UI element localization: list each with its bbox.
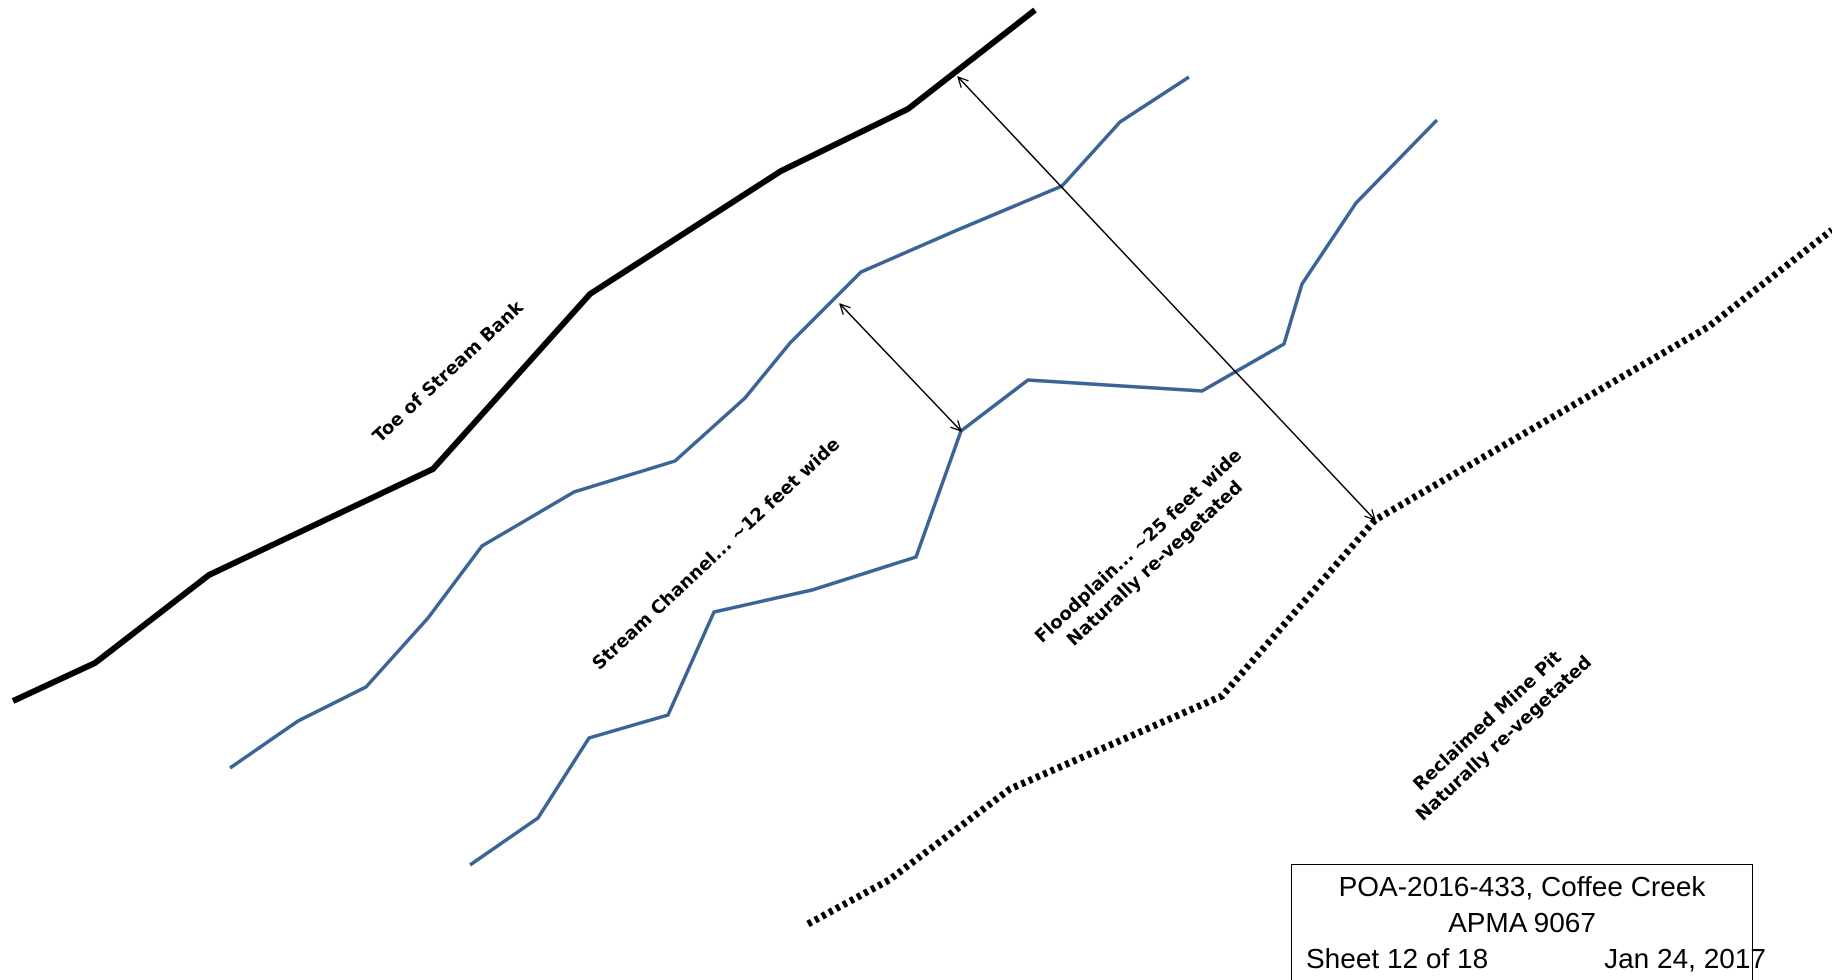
sheet-date: Jan 24, 2017 — [1604, 943, 1766, 974]
toe-of-stream-bank-line — [11, 7, 1037, 704]
mine-pit-label-line1: Reclaimed Mine Pit — [1409, 647, 1566, 795]
title-block: POA-2016-433, Coffee Creek APMA 9067 She… — [1291, 864, 1766, 980]
floodplain-width-arrow — [958, 77, 1375, 520]
mine-pit-label-line2: Naturally re-vegetated — [1412, 652, 1596, 826]
sheet-number: Sheet 12 of 18 — [1306, 943, 1489, 974]
stream-channel-left-edge — [229, 75, 1190, 770]
mine-pit-edge-line — [806, 227, 1832, 928]
toe-of-stream-bank-label: Toe of Stream Bank — [369, 296, 529, 447]
stream-channel-width-arrow — [840, 304, 961, 431]
permit-number: POA-2016-433, Coffee Creek — [1338, 871, 1706, 902]
sheet-date-row: Sheet 12 of 18 Jan 24, 2017 — [1292, 941, 1780, 977]
floodplain-label-line1: Floodplain... ~25 feet wide — [1031, 445, 1246, 648]
floodplain-label-line2: Naturally re-vegetated — [1063, 477, 1247, 651]
stream-channel-label: Stream Channel... ~12 feet wide — [588, 434, 844, 675]
apma-number: APMA 9067 — [1448, 907, 1596, 938]
floodplain-label: Floodplain... ~25 feet wide Naturally re… — [1031, 445, 1247, 651]
mine-pit-label: Reclaimed Mine Pit Naturally re-vegetate… — [1409, 647, 1596, 826]
